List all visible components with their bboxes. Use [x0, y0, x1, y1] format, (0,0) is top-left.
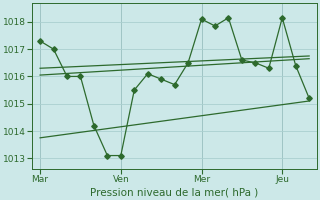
X-axis label: Pression niveau de la mer( hPa ): Pression niveau de la mer( hPa ) — [91, 187, 259, 197]
